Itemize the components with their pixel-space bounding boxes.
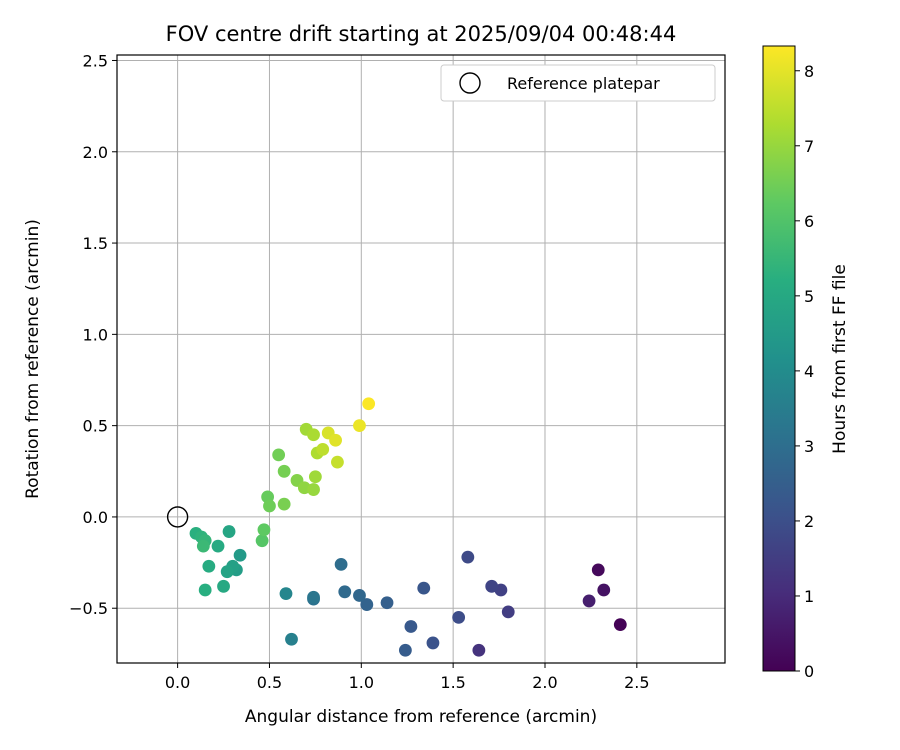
- colorbar-tick-label: 5: [804, 287, 814, 306]
- colorbar-label: Hours from first FF file: [830, 264, 850, 454]
- data-point: [597, 583, 611, 597]
- y-tick-label: 1.5: [83, 234, 108, 253]
- data-point: [331, 455, 344, 469]
- legend-reference-marker: [459, 72, 481, 94]
- colorbar-ticks: 0 1 2 3 4 5 6 7 8: [795, 62, 814, 681]
- data-point: [198, 583, 212, 597]
- data-point: [452, 610, 466, 624]
- data-point: [308, 470, 322, 484]
- data-point: [501, 605, 515, 619]
- data-point: [307, 483, 320, 496]
- data-point: [272, 448, 286, 462]
- reference-point: [166, 506, 189, 528]
- reference-marker: [166, 506, 189, 528]
- data-point: [233, 548, 247, 562]
- grid: [117, 55, 725, 663]
- x-tick-label: 2.5: [624, 673, 649, 692]
- data-point: [277, 497, 291, 511]
- data-point: [461, 550, 475, 564]
- y-tick-label: 1.0: [83, 325, 108, 344]
- data-point: [211, 539, 225, 553]
- y-tick-label: −0.5: [69, 599, 108, 618]
- data-points: [189, 397, 627, 657]
- data-point: [263, 499, 276, 513]
- colorbar-tick-label: 8: [804, 62, 814, 81]
- data-point: [485, 579, 499, 593]
- data-point: [255, 534, 269, 548]
- data-point: [307, 590, 320, 604]
- y-axis-label: Rotation from reference (arcmin): [23, 219, 43, 499]
- data-point: [329, 433, 342, 447]
- data-point: [404, 620, 418, 633]
- data-point: [338, 585, 352, 599]
- y-axis-ticks: −0.5 0.0 0.5 1.0 1.5 2.0 2.5: [69, 51, 117, 618]
- data-point: [353, 419, 366, 433]
- y-tick-label: 2.0: [83, 143, 108, 162]
- data-point: [360, 598, 374, 611]
- colorbar-tick-label: 4: [804, 362, 814, 381]
- x-tick-label: 2.0: [532, 673, 557, 692]
- data-point: [398, 643, 412, 657]
- data-point: [277, 464, 291, 478]
- y-tick-label: 0.5: [83, 417, 108, 436]
- legend-reference-label: Reference platepar: [507, 74, 660, 93]
- colorbar: 0 1 2 3 4 5 6 7 8 Hours from first FF file: [762, 45, 850, 681]
- data-point: [426, 636, 440, 650]
- data-point: [472, 643, 486, 657]
- data-point: [362, 397, 376, 411]
- plot-frame: [116, 54, 726, 664]
- colorbar-tick-label: 7: [804, 137, 814, 156]
- data-point: [279, 587, 293, 601]
- legend-box: [440, 64, 716, 102]
- data-point: [417, 581, 431, 595]
- colorbar-tick-label: 3: [804, 437, 814, 456]
- colorbar-tick-label: 6: [804, 212, 814, 231]
- data-point: [591, 563, 605, 577]
- data-point: [582, 594, 596, 608]
- data-point: [613, 618, 627, 632]
- data-point: [257, 523, 271, 537]
- x-tick-label: 1.5: [440, 673, 465, 692]
- data-point: [380, 596, 394, 610]
- data-point: [222, 525, 236, 538]
- data-point: [220, 565, 234, 579]
- data-point: [196, 539, 210, 553]
- colorbar-tick-label: 0: [804, 662, 814, 681]
- colorbar-tick-label: 2: [804, 512, 814, 531]
- data-point: [217, 579, 230, 593]
- data-point: [285, 632, 298, 646]
- data-point: [334, 558, 348, 571]
- data-point: [316, 442, 330, 456]
- data-point: [353, 589, 366, 602]
- colorbar-gradient: [762, 45, 796, 672]
- x-tick-label: 0.5: [257, 673, 282, 692]
- chart-title: FOV centre drift starting at 2025/09/04 …: [166, 22, 677, 46]
- y-tick-label: 2.5: [83, 51, 108, 70]
- x-axis-label: Angular distance from reference (arcmin): [245, 707, 597, 727]
- y-tick-label: 0.0: [83, 508, 108, 527]
- x-tick-label: 0.0: [165, 673, 190, 692]
- legend: Reference platepar: [440, 64, 716, 102]
- data-point: [307, 428, 320, 442]
- data-point: [202, 559, 216, 573]
- x-axis-ticks: 0.0 0.5 1.0 1.5 2.0 2.5: [165, 663, 650, 692]
- colorbar-tick-label: 1: [804, 587, 814, 606]
- x-tick-label: 1.0: [349, 673, 374, 692]
